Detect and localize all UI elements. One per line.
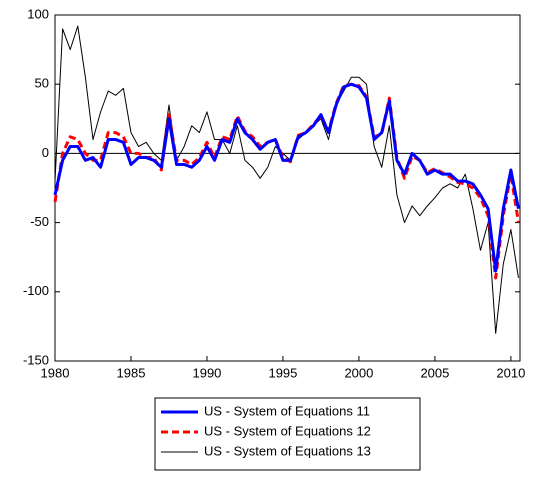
series-line — [54, 25, 519, 334]
plot-frame — [54, 14, 521, 362]
x-tick-label: 2000 — [344, 365, 373, 380]
y-tick-label: -150 — [23, 352, 49, 367]
x-tick-label: 1995 — [268, 365, 297, 380]
y-tick-label: 0 — [42, 145, 49, 160]
x-tick-label: 2010 — [496, 365, 525, 380]
x-tick-label: 1985 — [117, 365, 146, 380]
y-tick-label: 50 — [35, 76, 49, 91]
series-line — [53, 82, 520, 280]
x-tick-label: 1980 — [41, 365, 70, 380]
legend-label: US - System of Equations 13 — [204, 443, 371, 458]
x-tick-label: 2005 — [420, 365, 449, 380]
series-line — [53, 82, 520, 273]
x-tick-label: 1990 — [192, 365, 221, 380]
legend-box — [154, 397, 421, 471]
legend-label: US - System of Equations 12 — [204, 423, 371, 438]
y-tick-label: -50 — [30, 214, 49, 229]
legend-label: US - System of Equations 11 — [204, 403, 370, 418]
y-tick-label: -100 — [23, 283, 49, 298]
y-tick-label: 100 — [27, 6, 49, 21]
